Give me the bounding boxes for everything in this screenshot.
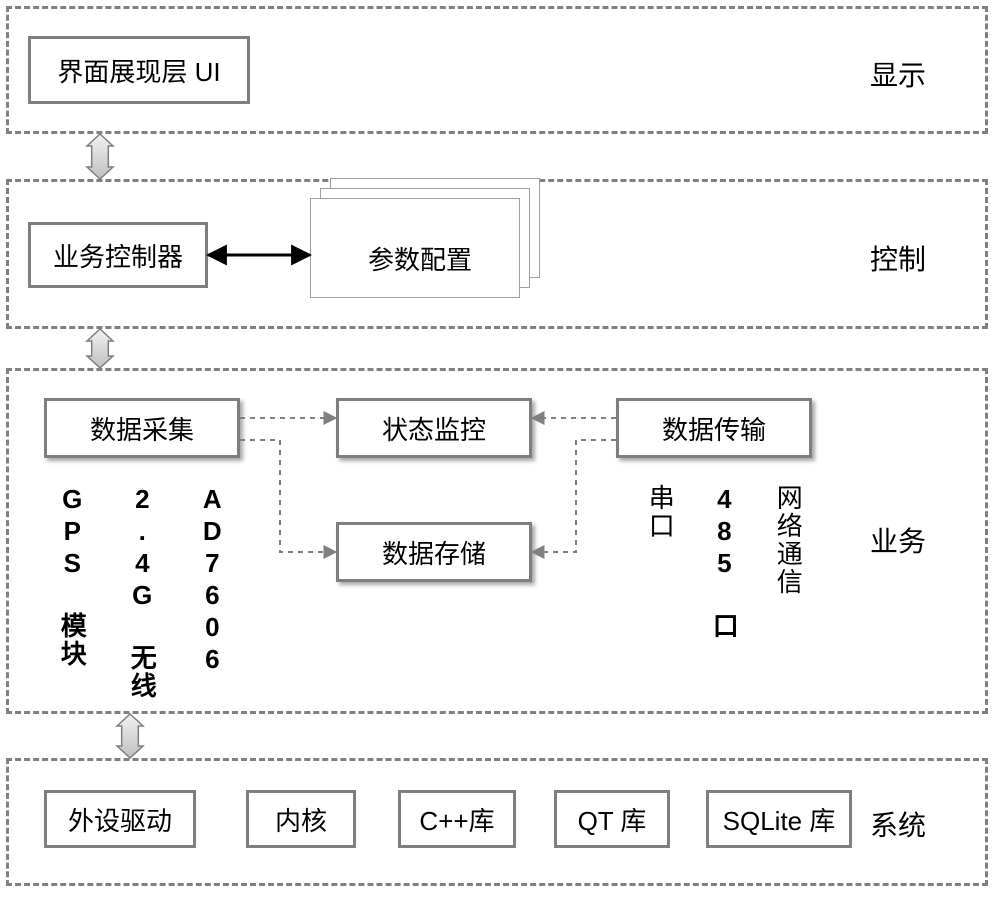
node-label-drv: 外设驱动	[68, 801, 172, 838]
node-trans: 数据传输	[616, 398, 812, 458]
node-kernel: 内核	[246, 790, 356, 848]
layer-label-display: 显示	[870, 54, 926, 94]
node-label-ctrl: 业务控制器	[53, 237, 183, 274]
node-drv: 外设驱动	[44, 790, 196, 848]
node-qt: QT 库	[554, 790, 670, 848]
node-label-cpp: C++库	[419, 801, 494, 838]
vlabel-serial: 串口	[646, 484, 673, 540]
node-label-store: 数据存储	[382, 534, 486, 571]
node-ui: 界面展现层 UI	[28, 36, 250, 104]
node-label-trans: 数据传输	[662, 410, 766, 447]
node-label-ui: 界面展现层 UI	[57, 52, 220, 89]
node-store: 数据存储	[336, 522, 532, 582]
node-mon: 状态监控	[336, 398, 532, 458]
node-label-qt: QT 库	[578, 801, 647, 838]
node-ctrl: 业务控制器	[28, 222, 208, 288]
vlabel-gps: GPS 模块	[58, 484, 85, 668]
layer-label-control: 控制	[870, 238, 926, 278]
node-label-acq: 数据采集	[90, 410, 194, 447]
connector-biz-sys	[117, 714, 143, 758]
vlabel-ad7606: AD7606	[198, 484, 225, 676]
layer-label-system: 系统	[870, 804, 926, 844]
vlabel-net: 网络通信	[774, 484, 801, 596]
node-label-mon: 状态监控	[382, 410, 486, 447]
vlabel-24g: 2.4G 无线	[128, 484, 155, 700]
node-label-sqlite: SQLite 库	[723, 801, 836, 838]
vlabel-485: 485 口	[710, 484, 737, 640]
node-param: 参数配置	[346, 238, 494, 278]
node-label-kernel: 内核	[275, 801, 327, 838]
node-label-param: 参数配置	[368, 240, 472, 277]
layer-label-business: 业务	[870, 520, 926, 560]
node-sqlite: SQLite 库	[706, 790, 852, 848]
node-acq: 数据采集	[44, 398, 240, 458]
connector-disp-ctrl	[87, 134, 113, 179]
connector-ctrl-biz	[87, 329, 113, 368]
node-cpp: C++库	[398, 790, 516, 848]
